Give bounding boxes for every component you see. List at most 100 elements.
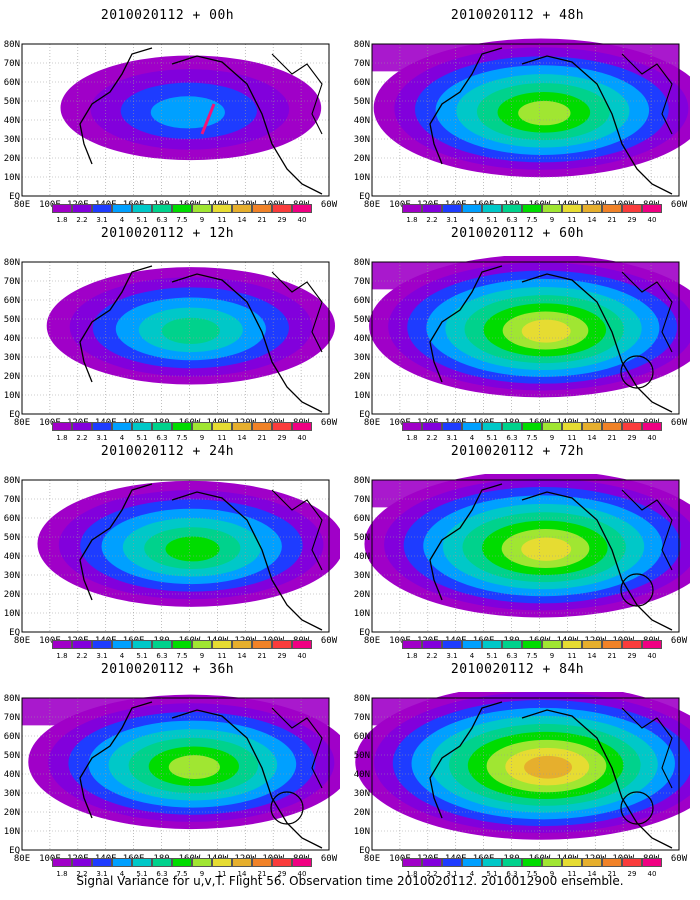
lat-label: 50N [354,533,370,543]
lat-label: 10N [354,173,370,183]
america-coastline [521,55,673,195]
colorbar-cell [72,204,92,213]
lat-label: 70N [354,713,370,723]
colorbar-label: 9 [549,216,555,224]
canada-coastline [271,489,323,571]
colorbar-cell [92,858,112,867]
lon-label: 60W [321,854,338,864]
lat-label: 20N [4,590,20,600]
lat-label: 70N [354,59,370,69]
lon-label: 60W [321,418,338,428]
colorbar-label: 21 [257,216,267,224]
colorbar-cell [502,640,522,649]
colorbar-cell [602,858,622,867]
colorbar-label: 14 [237,652,247,660]
lat-label: 60N [4,78,20,88]
colorbar-label: 6.3 [156,216,168,224]
map-panel: 2010020112 + 24h 80N 70N 60N 50N 40N 30N 20N 10N… [0,444,340,669]
lat-label: 20N [354,590,370,600]
lat-label: 20N [4,808,20,818]
canada-coastline [621,707,673,789]
lat-label: 80N [354,40,370,50]
lon-label: 60W [671,418,688,428]
colorbar-label: 4 [119,870,125,878]
panel-title: 2010020112 + 36h [100,662,235,677]
lat-label: EQ [9,846,20,856]
colorbar-label: 11 [217,652,227,660]
colorbar-cell [522,640,542,649]
lat-label: EQ [359,628,370,638]
colorbar-cell [252,640,272,649]
variance-map: 80N70N60N50N40N30N20N10NEQ80E100E120E140… [354,474,690,646]
lon-label: 100E [39,636,61,646]
target-circle [620,355,654,389]
asia-coastline [429,483,503,601]
colorbar-cell [292,422,312,431]
canada-coastline [621,271,673,353]
colorbar-label: 21 [607,870,617,878]
contour-band [524,755,573,779]
lon-label: 80E [14,854,30,864]
colorbar-cell [642,204,662,213]
lat-label: 30N [4,789,20,799]
colorbar-label: 21 [607,216,617,224]
colorbar-cell [422,422,442,431]
colorbar-cell [212,858,232,867]
colorbar-cell [92,640,112,649]
lat-label: 30N [354,353,370,363]
colorbar-cell [172,858,192,867]
lat-label: 10N [354,609,370,619]
variance-map: 80N70N60N50N40N30N20N10NEQ80E100E120E140… [4,258,338,428]
colorbar-cell [172,204,192,213]
lat-label: 60N [354,732,370,742]
colorbar-label: 40 [647,434,657,442]
lat-label: 20N [4,372,20,382]
colorbar-label: 2.2 [426,216,438,224]
lat-label: 30N [4,353,20,363]
colorbar-label: 7.5 [176,870,188,878]
colorbar-label: 4 [469,870,475,878]
colorbar-label: 29 [277,870,287,878]
colorbar-label: 21 [607,434,617,442]
colorbar-label: 6.3 [506,434,518,442]
lat-label: 60N [354,78,370,88]
colorbar-cell [92,204,112,213]
colorbar-cell [132,640,152,649]
colorbar-label: 2.2 [426,870,438,878]
colorbar-cell [562,640,582,649]
colorbar-cell [152,640,172,649]
lat-label: 80N [354,694,370,704]
colorbar-label: 1.8 [56,434,68,442]
lat-label: 30N [4,571,20,581]
colorbar-cell [442,422,462,431]
lat-label: 80N [354,258,370,268]
colorbar-label: 40 [297,652,307,660]
colorbar-label: 3.1 [446,652,458,660]
lat-label: 50N [4,533,20,543]
colorbar-cell [502,422,522,431]
colorbar-cell [272,858,292,867]
lon-label: 100E [39,200,61,210]
lat-label: EQ [359,192,370,202]
canada-coastline [271,707,323,789]
lat-label: 60N [4,296,20,306]
america-coastline [521,709,673,849]
target-circle [620,573,654,607]
lat-label: 80N [354,476,370,486]
colorbar-label: 6.3 [506,216,518,224]
target-circle [620,791,654,825]
lon-label: 100E [389,636,411,646]
colorbar-label: 9 [199,652,205,660]
colorbar-label: 3.1 [96,216,108,224]
colorbar-label: 5.1 [486,870,498,878]
colorbar-cell [542,204,562,213]
lat-label: 40N [4,334,20,344]
colorbar-cell [112,204,132,213]
colorbar-cell [132,422,152,431]
colorbar-label: 40 [647,216,657,224]
colorbar-cell [272,204,292,213]
map-panel: 2010020112 + 48h 80N 70N 60N 50N 40N 30N 20N 10N… [350,8,690,233]
lat-label: 60N [4,732,20,742]
colorbar-cell [402,204,422,213]
colorbar-label: 7.5 [526,870,538,878]
